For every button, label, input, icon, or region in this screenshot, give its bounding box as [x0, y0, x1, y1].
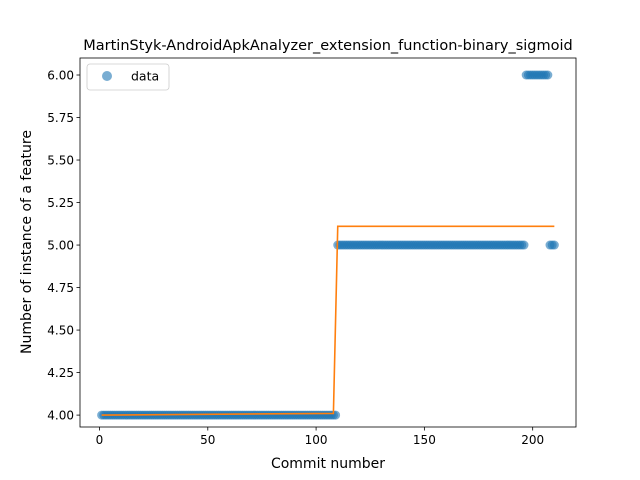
data-point — [520, 241, 529, 250]
y-tick-label: 5.50 — [47, 153, 74, 167]
y-tick-label: 4.00 — [47, 408, 74, 422]
y-tick-label: 5.25 — [47, 196, 74, 210]
legend-label-data: data — [131, 69, 159, 84]
y-tick-label: 4.75 — [47, 281, 74, 295]
y-tick-label: 5.75 — [47, 111, 74, 125]
x-tick-label: 200 — [521, 433, 544, 447]
x-tick-label: 100 — [305, 433, 328, 447]
y-tick-label: 4.50 — [47, 323, 74, 337]
legend: data — [87, 64, 169, 90]
data-point — [550, 241, 559, 250]
y-axis-label: Number of instance of a feature — [19, 130, 35, 354]
y-tick-label: 5.00 — [47, 238, 74, 252]
y-tick-label: 4.25 — [47, 366, 74, 380]
data-point — [331, 411, 340, 420]
x-tick-label: 150 — [413, 433, 436, 447]
x-tick-label: 50 — [200, 433, 215, 447]
chart-title: MartinStyk-AndroidApkAnalyzer_extension_… — [83, 38, 573, 54]
legend-marker-data — [102, 71, 112, 81]
y-tick-label: 6.00 — [47, 68, 74, 82]
x-tick-label: 0 — [96, 433, 104, 447]
data-point — [543, 71, 552, 80]
x-axis-label: Commit number — [271, 456, 385, 472]
